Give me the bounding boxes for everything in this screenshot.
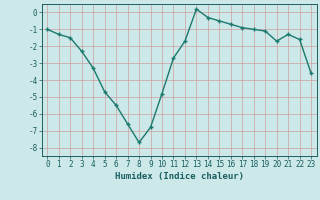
X-axis label: Humidex (Indice chaleur): Humidex (Indice chaleur) xyxy=(115,172,244,181)
